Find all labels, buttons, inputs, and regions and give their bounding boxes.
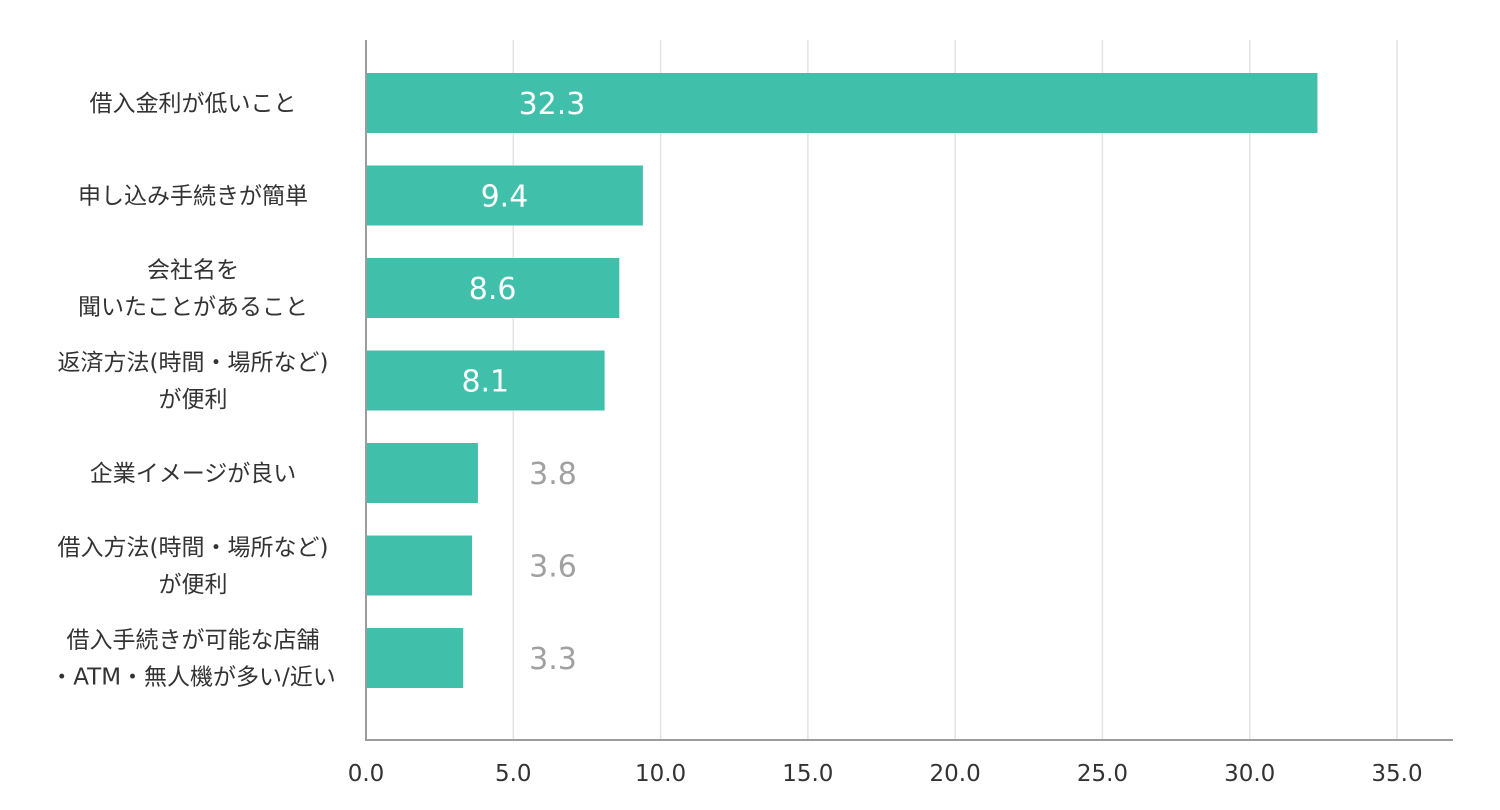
data-label: 8.6 — [469, 272, 517, 307]
bar — [367, 350, 605, 411]
bar — [367, 165, 643, 226]
x-tick-label: 20.0 — [930, 761, 981, 787]
category-label: 借入方法(時間・場所など) — [58, 535, 329, 561]
x-tick-label: 0.0 — [348, 761, 385, 787]
bar — [367, 535, 473, 596]
tick-labels-group: 0.0 5.0 10.0 15.0 20.0 25.0 30.0 35.0 — [348, 761, 1423, 787]
category-label: が便利 — [159, 387, 228, 413]
x-tick-label: 35.0 — [1371, 761, 1422, 787]
bar — [367, 628, 464, 688]
category-label: 申し込み手続きが簡単 — [78, 184, 308, 210]
data-label: 32.3 — [519, 87, 586, 122]
data-label: 3.3 — [529, 642, 577, 677]
axes-group — [365, 40, 1453, 741]
bars-group — [367, 73, 1318, 688]
bar — [367, 443, 478, 503]
x-tick-label: 10.0 — [635, 761, 686, 787]
data-label: 3.6 — [529, 550, 577, 585]
bar — [367, 73, 1318, 133]
category-label: ・ATM・無人機が多い/近い — [50, 665, 336, 691]
category-label: 借入金利が低いこと — [90, 91, 297, 117]
data-label: 3.8 — [529, 457, 577, 492]
data-label: 8.1 — [461, 365, 509, 400]
data-label: 9.4 — [481, 180, 529, 215]
category-label: 企業イメージが良い — [90, 461, 297, 487]
category-label: 聞いたことがあること — [78, 295, 308, 321]
category-label: 会社名を — [147, 258, 239, 284]
category-labels-group: 借入金利が低いこと申し込み手続きが簡単会社名を聞いたことがあること返済方法(時間… — [50, 91, 336, 691]
x-tick-label: 25.0 — [1077, 761, 1128, 787]
grid-lines — [512, 40, 1398, 740]
x-tick-label: 15.0 — [782, 761, 833, 787]
category-label: 返済方法(時間・場所など) — [58, 350, 329, 376]
bar — [367, 258, 620, 318]
x-tick-label: 5.0 — [495, 761, 532, 787]
x-tick-label: 30.0 — [1224, 761, 1275, 787]
category-label: 借入手続きが可能な店舗 — [67, 628, 320, 654]
category-label: が便利 — [159, 572, 228, 598]
value-labels-group: 32.3 9.4 8.6 8.1 3.8 3.6 3.3 — [461, 87, 585, 677]
